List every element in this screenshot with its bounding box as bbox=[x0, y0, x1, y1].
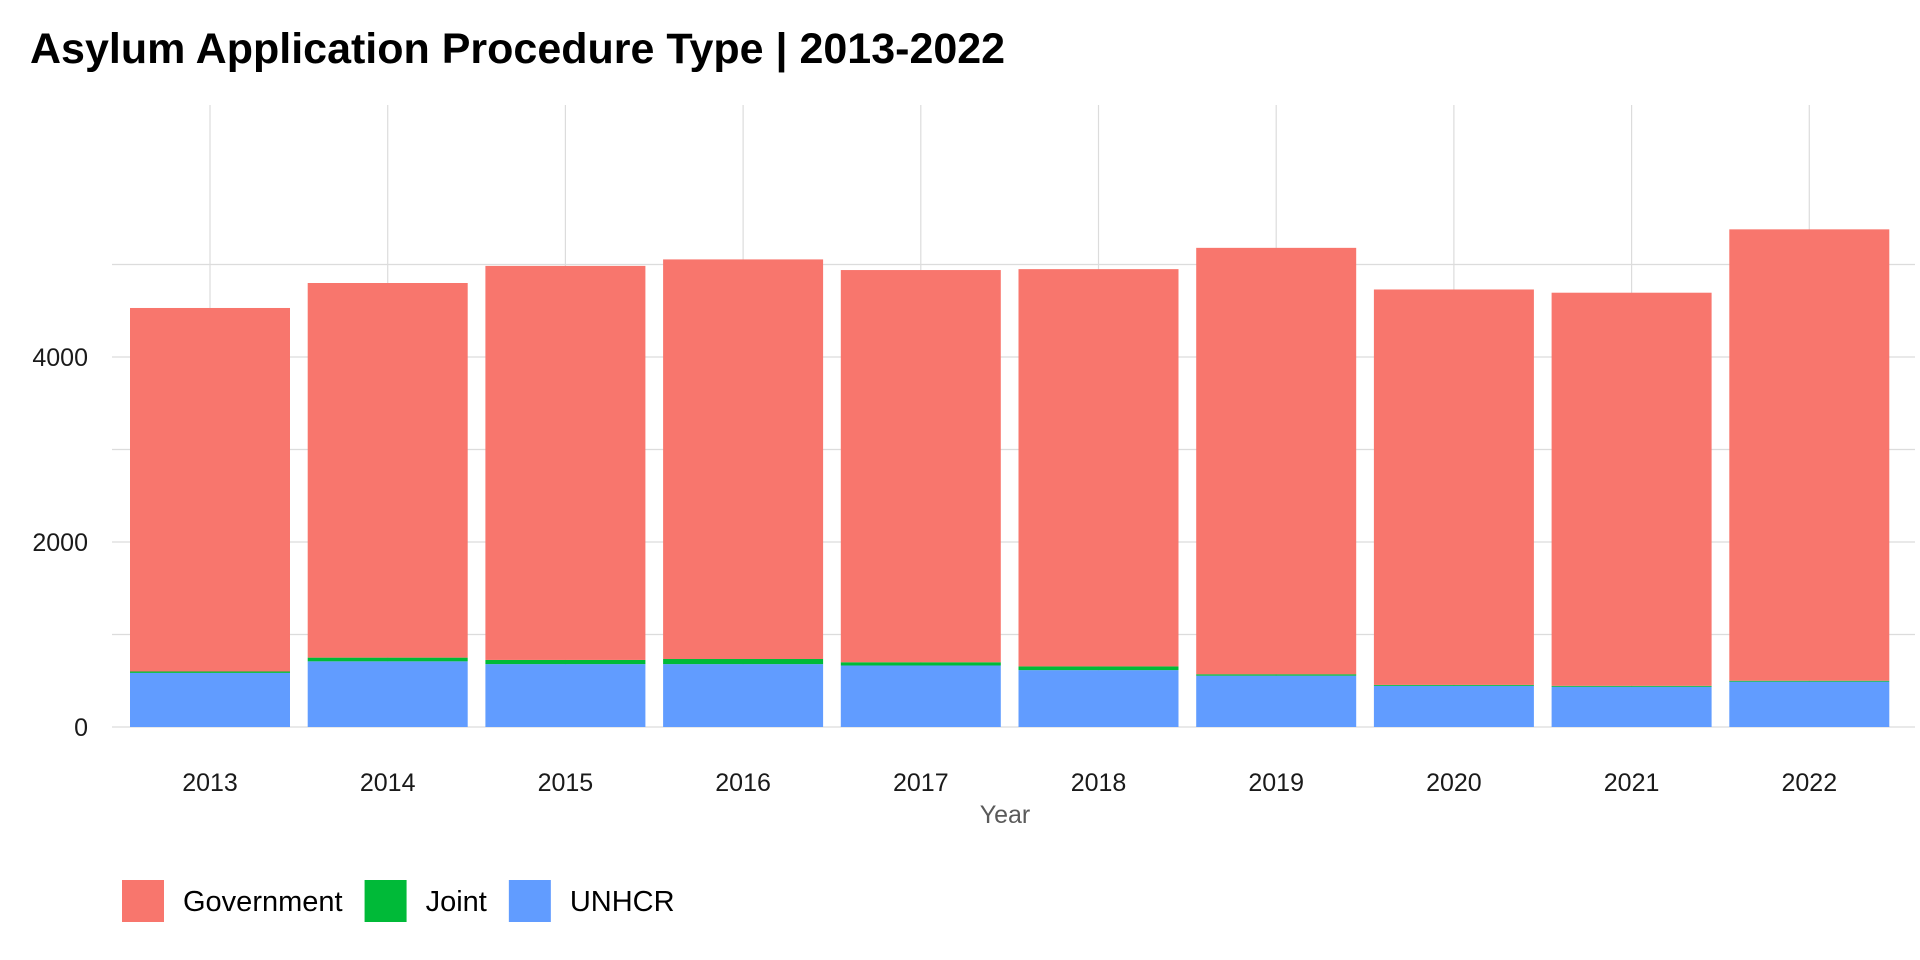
bar-unhcr-2022 bbox=[1729, 681, 1890, 727]
bar-joint-2016 bbox=[663, 659, 824, 665]
chart-title: Asylum Application Procedure Type | 2013… bbox=[30, 25, 1005, 73]
x-tick-label: 2017 bbox=[893, 769, 949, 797]
bars bbox=[130, 229, 1890, 727]
legend-swatch-government bbox=[122, 880, 164, 922]
x-axis-title: Year bbox=[980, 801, 1031, 829]
x-axis: 2013 2014 2015 2016 2017 2018 2019 2020 2021 2022 bbox=[182, 769, 1837, 797]
y-tick-label: 4000 bbox=[32, 344, 88, 372]
bar-unhcr-2020 bbox=[1373, 685, 1534, 727]
legend: Government Joint UNHCR bbox=[122, 880, 675, 922]
bar-government-2015 bbox=[485, 265, 646, 660]
bar-government-2022 bbox=[1729, 229, 1890, 681]
x-tick-label: 2019 bbox=[1248, 769, 1304, 797]
bar-government-2019 bbox=[1196, 247, 1357, 675]
legend-label-unhcr: UNHCR bbox=[570, 886, 675, 918]
x-tick-label: 2016 bbox=[715, 769, 771, 797]
bar-government-2020 bbox=[1373, 289, 1534, 685]
bar-unhcr-2021 bbox=[1551, 686, 1712, 727]
legend-swatch-joint bbox=[364, 880, 407, 922]
bar-joint-2014 bbox=[307, 657, 468, 662]
bar-government-2016 bbox=[663, 259, 824, 660]
x-tick-label: 2018 bbox=[1071, 769, 1127, 797]
bar-joint-2021 bbox=[1551, 685, 1712, 687]
bar-joint-2020 bbox=[1373, 684, 1534, 686]
bar-unhcr-2018 bbox=[1018, 670, 1179, 727]
legend-swatch-unhcr bbox=[508, 880, 551, 922]
x-tick-label: 2020 bbox=[1426, 769, 1482, 797]
bar-government-2013 bbox=[130, 307, 290, 672]
bar-unhcr-2016 bbox=[663, 664, 824, 727]
legend-label-government: Government bbox=[183, 886, 343, 918]
bar-government-2017 bbox=[840, 270, 1001, 663]
x-tick-label: 2013 bbox=[182, 769, 238, 797]
bar-government-2018 bbox=[1018, 269, 1179, 667]
bar-government-2021 bbox=[1551, 292, 1712, 686]
y-tick-label: 0 bbox=[74, 714, 88, 742]
bar-unhcr-2019 bbox=[1196, 675, 1357, 727]
bar-joint-2019 bbox=[1196, 674, 1357, 676]
bar-unhcr-2017 bbox=[840, 665, 1001, 727]
bar-government-2014 bbox=[307, 283, 468, 658]
bar-unhcr-2014 bbox=[307, 661, 468, 727]
x-tick-label: 2022 bbox=[1781, 769, 1837, 797]
bar-joint-2013 bbox=[130, 671, 290, 673]
bar-joint-2015 bbox=[485, 659, 646, 665]
bar-joint-2022 bbox=[1729, 680, 1890, 682]
legend-label-joint: Joint bbox=[426, 886, 487, 918]
x-tick-label: 2015 bbox=[538, 769, 594, 797]
x-tick-label: 2021 bbox=[1604, 769, 1660, 797]
bar-joint-2018 bbox=[1018, 666, 1179, 671]
y-tick-label: 2000 bbox=[32, 529, 88, 557]
y-axis: 0 2000 4000 bbox=[32, 344, 88, 742]
bar-unhcr-2015 bbox=[485, 664, 646, 727]
x-tick-label: 2014 bbox=[360, 769, 416, 797]
bar-joint-2017 bbox=[840, 662, 1001, 666]
bar-unhcr-2013 bbox=[130, 672, 290, 727]
